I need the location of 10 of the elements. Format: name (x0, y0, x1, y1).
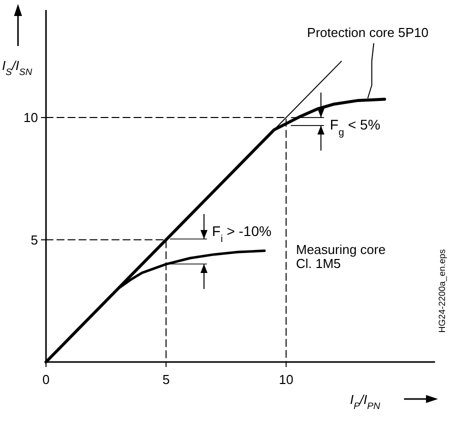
text: HG24-2200a_en.eps (437, 248, 447, 333)
annotation: Protection core 5P10 (307, 25, 428, 40)
annotation: F$_{g}$ < 5% (330, 116, 380, 138)
x-tick-label: 10 (278, 372, 294, 387)
x-tick-label: 0 (42, 372, 50, 387)
annotation: F$_{i}$ > -10% (212, 223, 272, 244)
x-tick-label: 5 (162, 372, 170, 387)
y-axis-title: I$_{S}$/I$_{SN}$ (2, 58, 32, 77)
annotation: Measuring core Cl. 1M5 (296, 242, 386, 271)
x-axis-title: I$_{P}$/I$_{PN}$ (350, 392, 380, 411)
